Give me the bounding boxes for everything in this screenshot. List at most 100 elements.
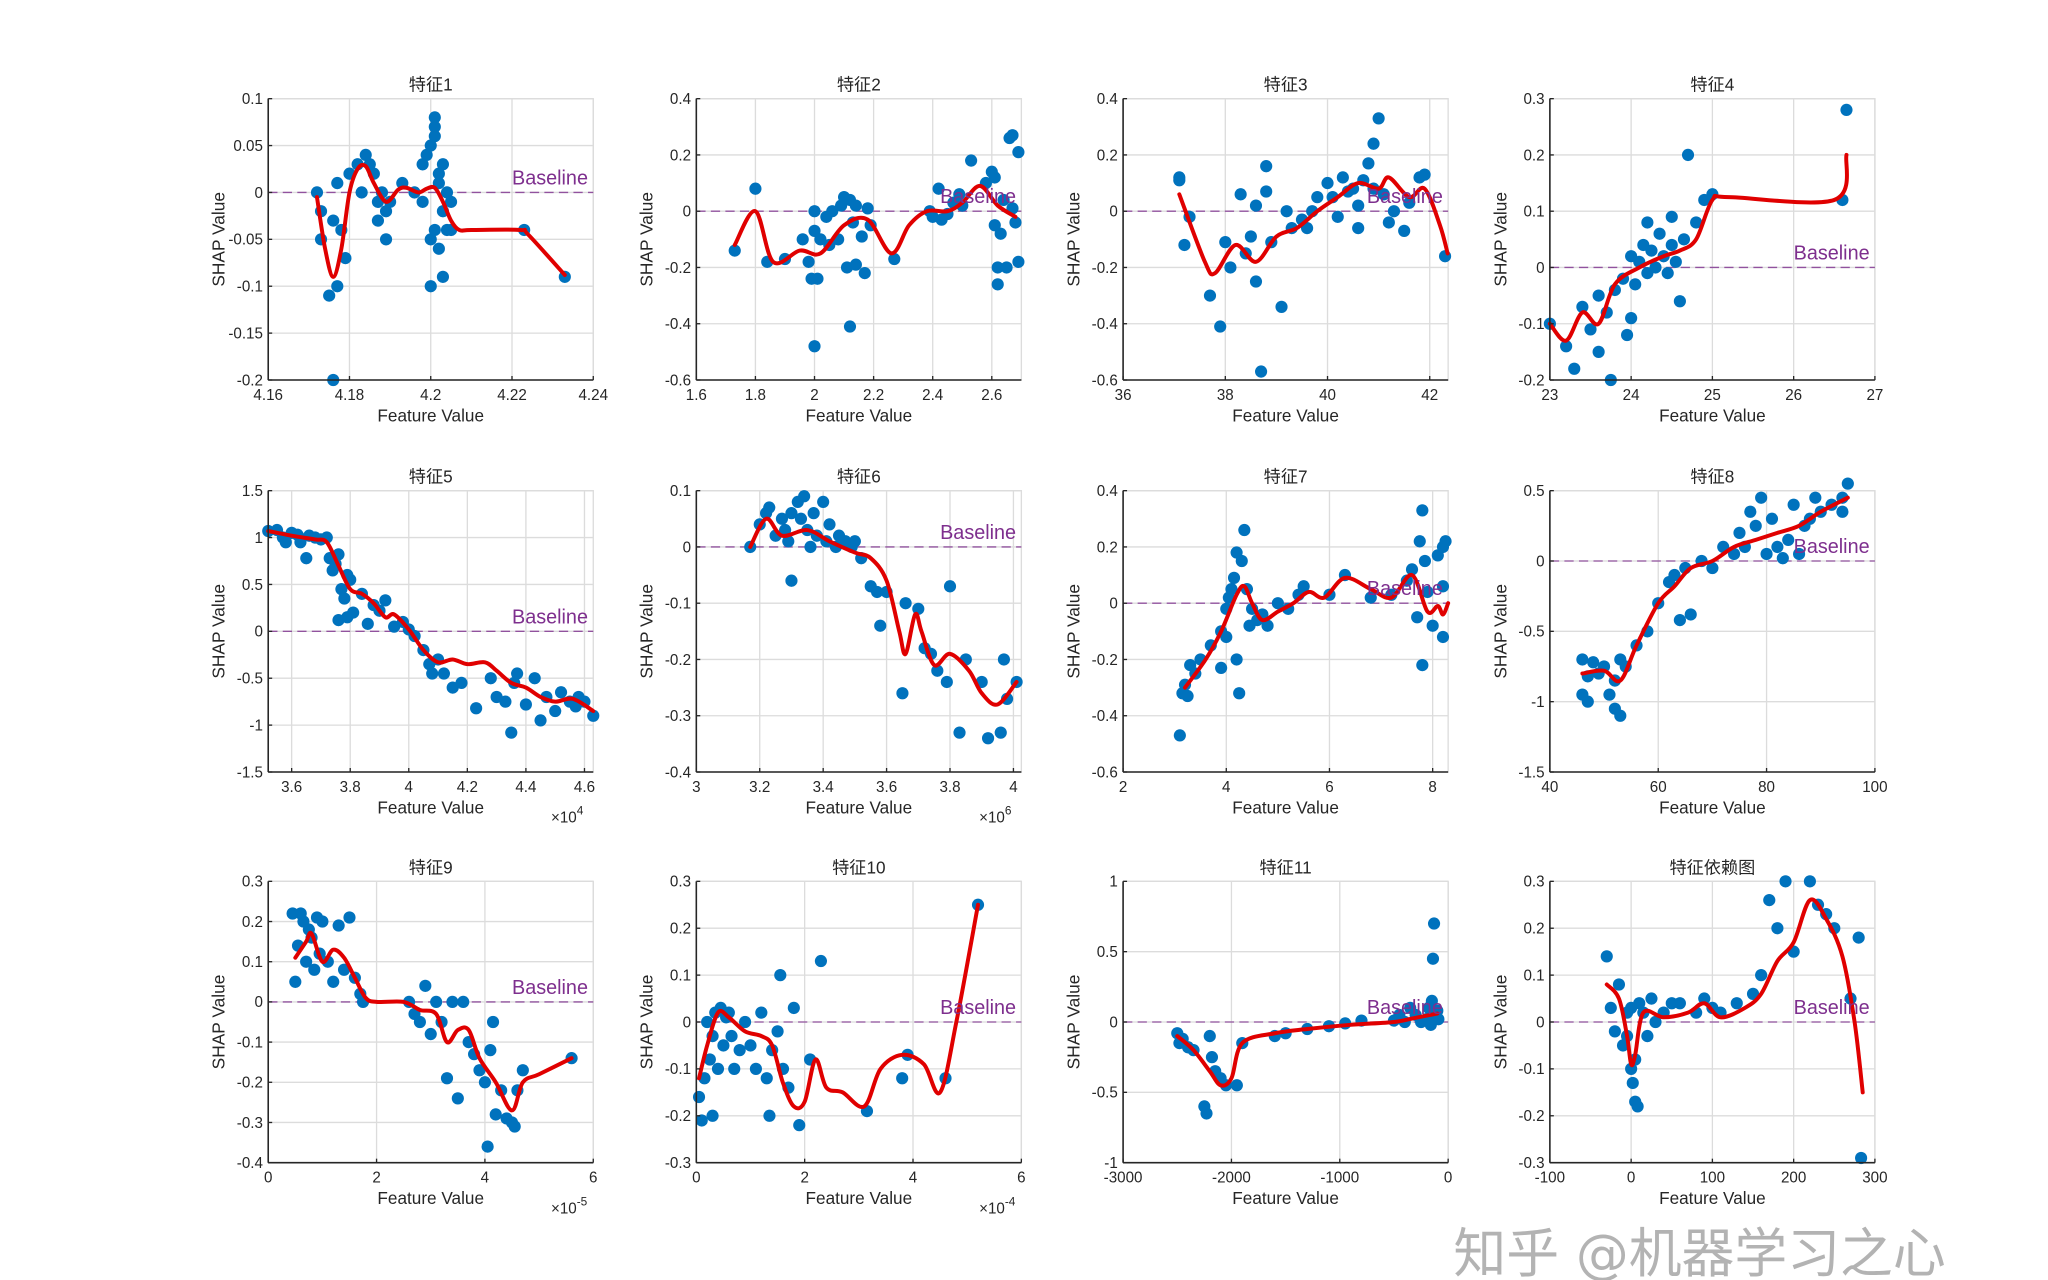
data-point [505,726,518,739]
x-tick-label: 4 [481,1170,490,1187]
data-point [991,278,1004,291]
y-tick-label: -0.3 [237,1115,263,1132]
data-point [355,186,368,199]
y-tick-label: 0 [683,539,691,556]
y-tick-label: 0.2 [1523,920,1544,937]
baseline-label: Baseline [940,997,1016,1019]
data-point [1418,554,1431,568]
x-tick-label: 300 [1862,1170,1887,1187]
data-point [1416,504,1429,517]
y-axis-label: SHAP Value [637,192,657,287]
data-point [994,726,1007,739]
data-point [339,251,352,265]
x-exponent-label: ×10-4 [979,1194,1016,1217]
x-tick-label: 100 [1700,1170,1725,1187]
y-tick-label: 0.3 [1523,874,1544,891]
data-point [1413,535,1426,548]
y-axis-label: SHAP Value [637,975,657,1070]
data-point [1584,323,1597,336]
x-axis-label: Feature Value [1659,797,1766,817]
data-point [1779,875,1792,888]
y-tick-label: -0.5 [1092,1085,1118,1102]
data-point [1776,552,1789,565]
data-point [1603,688,1616,701]
data-point [1746,987,1760,1001]
data-point [826,205,839,218]
trend-curve [697,902,981,1111]
subplot-title: 特征4 [1690,75,1734,95]
data-point [823,518,836,531]
data-point [338,592,351,605]
y-tick-label: -0.2 [1092,652,1118,669]
y-tick-label: 0.3 [670,874,691,891]
x-tick-label: 3.8 [939,779,960,796]
x-tick-label: 2 [810,387,818,404]
x-tick-label: 3.6 [281,779,302,796]
data-point [1377,188,1390,201]
data-point [725,1029,738,1043]
data-point [774,968,787,982]
data-point [489,1108,502,1121]
data-point [1403,196,1416,209]
data-point [428,130,441,143]
y-tick-label: 0.2 [1097,147,1118,164]
x-tick-label: 2 [800,1170,808,1187]
x-tick-label: 60 [1650,779,1667,796]
data-point [343,911,356,924]
data-point [1173,171,1186,184]
data-point [1755,491,1768,504]
data-point [359,148,372,162]
data-point [1387,205,1401,218]
subplot-3: 36 38 40 42 -0.6 -0.4 -0.2 0 0.2 0.4 特征3 Feature Va… [1064,75,1452,425]
data-point [1297,580,1310,593]
x-tick-label: 80 [1758,779,1775,796]
subplot-8: 40 60 80 100 -1.5 -1 -0.5 0 0.5 特征8 Feature Value S… [1490,467,1887,818]
data-point [1260,185,1273,198]
data-point [1665,210,1678,223]
subplot-title: 特征依赖图 [1669,857,1755,877]
data-point [424,280,437,293]
y-tick-label: -1 [249,717,263,734]
y-tick-label: -0.3 [1518,1155,1544,1172]
data-point [1372,112,1385,125]
x-tick-label: 1.8 [745,387,766,404]
data-point [420,148,433,162]
x-tick-label: 25 [1704,387,1721,404]
data-point [888,252,901,266]
y-tick-label: 0.1 [1523,203,1544,220]
data-point [744,1039,757,1052]
data-point [499,695,512,708]
x-tick-label: 0 [1444,1170,1452,1187]
data-point [455,676,468,690]
y-tick-label: 0.3 [1523,91,1544,108]
data-point [1220,630,1233,644]
y-tick-label: 0 [254,994,262,1011]
data-point [1271,597,1284,610]
subplot-6: 3 3.2 3.4 3.6 3.8 4 -0.4 -0.3 -0.2 -0.1 0 0.1 特征6 Fea… [637,467,1023,827]
x-axis-label: Feature Value [1659,1188,1766,1208]
data-point [428,223,441,237]
data-point [1771,540,1784,554]
data-point [1649,261,1662,274]
x-tick-label: 4.6 [574,779,595,796]
data-point [1568,362,1581,375]
data-point [1733,526,1746,539]
x-tick-label: 4 [405,779,414,796]
data-point [1614,709,1627,722]
watermark: 知乎 @机器学习之心 [1453,1223,1945,1280]
data-point [310,186,324,199]
x-tick-label: 27 [1866,387,1883,404]
y-tick-label: 0 [683,1014,691,1031]
subplot-title: 特征6 [837,467,881,487]
y-tick-label: -0.6 [1092,764,1118,781]
data-point [436,270,450,283]
y-tick-label: 0 [1109,1014,1117,1031]
data-point [703,1053,716,1066]
subplot-1: 4.16 4.18 4.2 4.22 4.24 -0.2 -0.15 -0.1 -0.05 0 0.… [209,75,609,426]
data-point [855,230,868,243]
data-point [1673,295,1686,308]
trend-curve [1175,1011,1440,1088]
data-point [965,154,978,167]
data-point [775,512,789,525]
